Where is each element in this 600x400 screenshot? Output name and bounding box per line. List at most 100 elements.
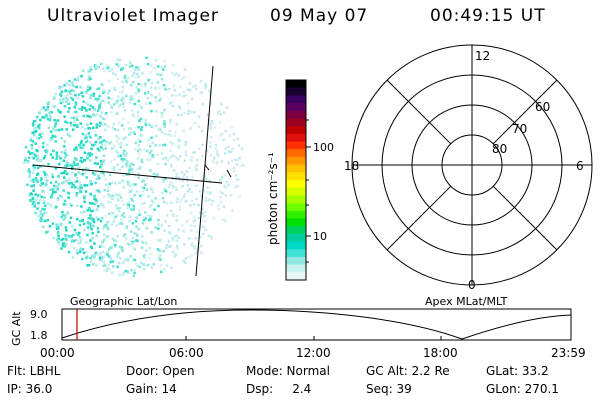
uv-intensity-pixel — [31, 164, 35, 167]
uv-intensity-pixel — [94, 251, 98, 255]
uv-intensity-pixel — [169, 232, 172, 236]
uv-intensity-pixel — [80, 205, 83, 208]
uv-intensity-pixel — [132, 114, 135, 118]
uv-intensity-pixel — [229, 150, 233, 154]
uv-intensity-pixel — [174, 94, 178, 98]
uv-intensity-pixel — [64, 96, 68, 100]
uv-intensity-pixel — [31, 122, 35, 125]
uv-intensity-pixel — [112, 122, 116, 126]
uv-intensity-pixel — [36, 166, 40, 169]
uv-intensity-pixel — [176, 197, 179, 201]
uv-intensity-pixel — [139, 165, 142, 169]
uv-intensity-pixel — [29, 138, 32, 142]
uv-intensity-pixel — [70, 89, 73, 92]
uv-intensity-pixel — [98, 149, 101, 152]
uv-intensity-pixel — [67, 178, 71, 181]
uv-intensity-pixel — [225, 106, 229, 109]
uv-intensity-pixel — [77, 166, 81, 170]
uv-intensity-pixel — [51, 134, 55, 138]
uv-intensity-pixel — [83, 106, 87, 110]
uv-intensity-pixel — [206, 186, 209, 189]
uv-intensity-pixel — [116, 234, 119, 238]
uv-intensity-pixel — [228, 134, 231, 137]
uv-intensity-pixel — [162, 200, 166, 203]
uv-intensity-pixel — [68, 79, 71, 83]
uv-intensity-pixel — [61, 237, 65, 241]
uv-intensity-pixel — [65, 161, 68, 164]
timeline-x-tick: 12:00 — [296, 346, 331, 360]
uv-intensity-pixel — [159, 264, 163, 267]
uv-intensity-pixel — [171, 236, 174, 239]
uv-intensity-pixel — [164, 189, 167, 193]
uv-intensity-pixel — [158, 144, 161, 147]
uv-intensity-pixel — [134, 141, 138, 145]
uv-intensity-pixel — [39, 217, 43, 220]
uv-intensity-pixel — [196, 203, 199, 206]
uv-intensity-pixel — [79, 241, 82, 244]
uv-intensity-pixel — [130, 167, 134, 171]
uv-intensity-pixel — [171, 185, 175, 188]
uv-intensity-pixel — [133, 247, 136, 251]
uv-intensity-pixel — [85, 155, 89, 158]
uv-intensity-pixel — [99, 141, 102, 144]
uv-intensity-pixel — [113, 245, 117, 249]
uv-intensity-pixel — [163, 125, 166, 128]
uv-intensity-pixel — [105, 140, 108, 143]
uv-intensity-pixel — [96, 109, 100, 112]
uv-intensity-pixel — [56, 119, 60, 122]
uv-intensity-pixel — [68, 221, 72, 224]
uv-intensity-pixel — [63, 199, 67, 203]
uv-intensity-pixel — [139, 194, 142, 198]
uv-intensity-pixel — [100, 83, 103, 86]
uv-intensity-pixel — [57, 234, 60, 237]
uv-intensity-pixel — [149, 204, 153, 207]
uv-intensity-pixel — [208, 198, 211, 202]
uv-intensity-pixel — [153, 208, 156, 211]
uv-intensity-pixel — [161, 196, 165, 200]
uv-intensity-pixel — [219, 134, 222, 137]
uv-intensity-pixel — [32, 180, 35, 183]
uv-intensity-pixel — [54, 92, 57, 96]
uv-intensity-pixel — [99, 251, 102, 255]
uv-intensity-pixel — [133, 102, 137, 106]
uv-intensity-pixel — [56, 197, 60, 200]
uv-intensity-pixel — [89, 77, 92, 81]
uv-intensity-pixel — [128, 165, 132, 168]
uv-intensity-pixel — [62, 214, 65, 217]
uv-intensity-pixel — [163, 119, 166, 123]
uv-intensity-pixel — [66, 211, 70, 214]
uv-intensity-pixel — [159, 239, 162, 243]
colorbar-band — [286, 210, 306, 220]
uv-intensity-pixel — [100, 258, 103, 262]
uv-intensity-pixel — [80, 156, 83, 160]
uv-intensity-pixel — [124, 269, 127, 273]
uv-intensity-pixel — [156, 173, 159, 176]
uv-intensity-pixel — [155, 134, 158, 138]
uv-intensity-pixel — [32, 187, 36, 191]
uv-intensity-pixel — [34, 130, 38, 133]
uv-intensity-pixel — [132, 131, 136, 134]
uv-intensity-pixel — [193, 151, 196, 154]
uv-intensity-pixel — [104, 143, 107, 146]
uv-intensity-pixel — [72, 89, 75, 92]
uv-intensity-pixel — [123, 258, 127, 261]
uv-intensity-pixel — [88, 141, 92, 144]
uv-intensity-pixel — [81, 69, 85, 72]
uv-intensity-pixel — [77, 233, 80, 237]
uv-intensity-pixel — [42, 212, 45, 216]
uv-intensity-pixel — [76, 75, 80, 79]
uv-intensity-pixel — [150, 136, 153, 139]
uv-intensity-pixel — [45, 115, 49, 119]
geo-grid-line — [226, 169, 232, 178]
uv-intensity-pixel — [190, 155, 194, 159]
uv-intensity-pixel — [165, 202, 168, 205]
uv-intensity-pixel — [118, 58, 122, 62]
uv-intensity-pixel — [74, 146, 78, 149]
uv-intensity-pixel — [165, 190, 169, 194]
uv-intensity-pixel — [32, 189, 35, 193]
uv-intensity-pixel — [36, 115, 39, 119]
uv-intensity-pixel — [201, 177, 204, 181]
uv-intensity-pixel — [36, 194, 40, 197]
uv-intensity-pixel — [140, 83, 143, 86]
uv-intensity-pixel — [126, 203, 129, 206]
